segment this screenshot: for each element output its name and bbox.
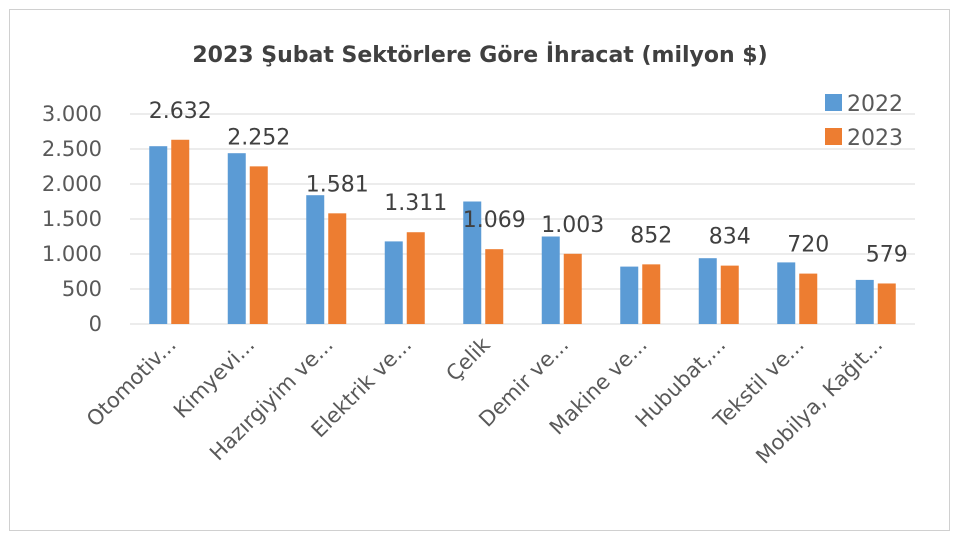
- bar-2023: [485, 249, 504, 324]
- bar-2023: [328, 213, 347, 324]
- x-tick-label: Çelik: [441, 332, 495, 386]
- bar-2023: [720, 265, 739, 324]
- x-tick-label: Otomotiv...: [82, 333, 181, 432]
- bar-2022: [698, 258, 717, 324]
- data-label: 834: [709, 225, 751, 250]
- bar-2023: [642, 264, 661, 324]
- bar-2022: [149, 146, 168, 324]
- y-tick-label: 2.000: [42, 172, 102, 196]
- bar-2022: [855, 279, 874, 324]
- bar-2023: [406, 232, 425, 324]
- bar-2022: [541, 236, 560, 324]
- legend-swatch-2022: [825, 94, 842, 111]
- bars: [149, 139, 896, 324]
- y-tick-label: 3.000: [42, 102, 102, 126]
- data-labels: 2.632 2.252 1.581 1.311 1.069 1.003 852 834 720 5…: [149, 99, 908, 268]
- chart-title: 2023 Şubat Sektörlere Göre İhracat (mily…: [192, 42, 767, 68]
- legend-swatch-2023: [825, 128, 842, 145]
- bar-2023: [799, 273, 818, 324]
- y-tick-label: 1.000: [42, 242, 102, 266]
- data-label: 1.581: [306, 172, 369, 197]
- bar-2023: [171, 139, 190, 324]
- data-label: 2.252: [227, 125, 290, 150]
- bar-2022: [620, 266, 639, 324]
- bar-2023: [249, 166, 268, 324]
- bar-2022: [227, 153, 246, 324]
- data-label: 1.069: [463, 208, 526, 233]
- x-axis-ticks: Otomotiv...Kimyevi...Hazırgiyim ve...Ele…: [82, 332, 887, 469]
- y-tick-label: 500: [62, 277, 102, 301]
- bar-2022: [777, 262, 796, 324]
- y-tick-label: 2.500: [42, 137, 102, 161]
- legend: 2022 2023: [825, 92, 903, 151]
- bar-2022: [384, 241, 403, 324]
- bar-2022: [463, 201, 482, 324]
- data-label: 1.003: [541, 213, 604, 238]
- y-axis-ticks: 0 500 1.000 1.500 2.000 2.500 3.000: [42, 102, 102, 336]
- y-tick-label: 0: [89, 312, 102, 336]
- bar-2023: [877, 283, 896, 324]
- bar-2022: [306, 195, 325, 324]
- data-label: 720: [787, 233, 829, 258]
- y-tick-label: 1.500: [42, 207, 102, 231]
- bar-2023: [563, 253, 582, 324]
- legend-label: 2023: [847, 126, 903, 151]
- data-label: 2.632: [149, 99, 212, 124]
- data-label: 852: [630, 223, 672, 248]
- data-label: 1.311: [384, 191, 447, 216]
- data-label: 579: [866, 242, 908, 267]
- legend-label: 2022: [847, 92, 903, 117]
